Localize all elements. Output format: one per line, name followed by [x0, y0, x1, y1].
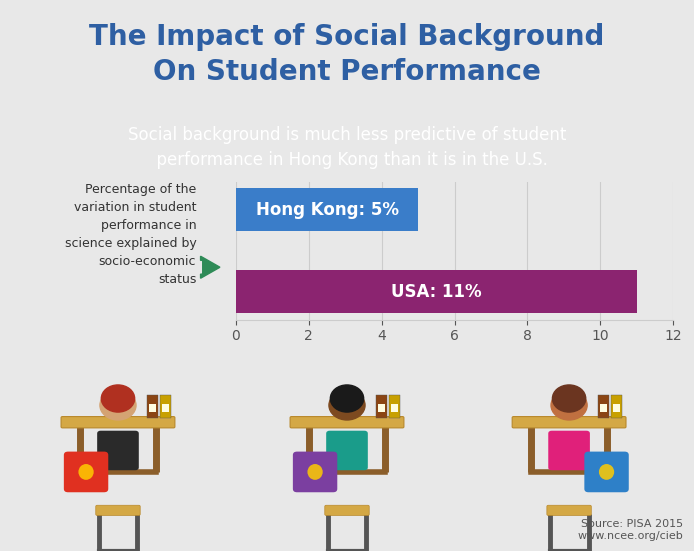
FancyBboxPatch shape [584, 452, 629, 492]
Circle shape [552, 385, 586, 412]
FancyBboxPatch shape [61, 417, 175, 428]
Bar [160, 395, 171, 418]
FancyBboxPatch shape [326, 431, 368, 470]
Circle shape [330, 385, 364, 412]
Bar [613, 404, 620, 412]
FancyBboxPatch shape [293, 452, 337, 492]
Circle shape [101, 385, 135, 412]
FancyArrow shape [201, 256, 220, 278]
FancyBboxPatch shape [290, 417, 404, 428]
Bar [147, 395, 158, 418]
Bar [600, 404, 607, 412]
Text: Hong Kong: 5%: Hong Kong: 5% [255, 201, 398, 219]
FancyBboxPatch shape [547, 505, 591, 515]
Circle shape [551, 391, 587, 420]
Bar [149, 404, 156, 412]
Bar [391, 404, 398, 412]
Bar [376, 395, 387, 418]
Bar [389, 395, 400, 418]
Bar [611, 395, 622, 418]
Bar [598, 395, 609, 418]
FancyBboxPatch shape [97, 431, 139, 470]
Ellipse shape [78, 464, 94, 480]
FancyBboxPatch shape [548, 431, 590, 470]
Circle shape [329, 391, 365, 420]
Circle shape [100, 391, 136, 420]
Ellipse shape [599, 464, 614, 480]
Bar [236, 271, 636, 314]
Ellipse shape [307, 464, 323, 480]
FancyBboxPatch shape [512, 417, 626, 428]
Bar [236, 188, 418, 231]
FancyBboxPatch shape [64, 452, 108, 492]
Text: USA: 11%: USA: 11% [391, 283, 482, 301]
Bar [378, 404, 385, 412]
FancyBboxPatch shape [325, 505, 369, 515]
Text: The Impact of Social Background
On Student Performance: The Impact of Social Background On Stude… [90, 23, 604, 87]
Text: Source: PISA 2015
www.ncee.org/cieb: Source: PISA 2015 www.ncee.org/cieb [578, 519, 684, 541]
Text: Social background is much less predictive of student
  performance in Hong Kong : Social background is much less predictiv… [128, 126, 566, 169]
FancyBboxPatch shape [96, 505, 140, 515]
Bar [162, 404, 169, 412]
Text: Percentage of the
variation in student
performance in
science explained by
socio: Percentage of the variation in student p… [65, 183, 196, 285]
